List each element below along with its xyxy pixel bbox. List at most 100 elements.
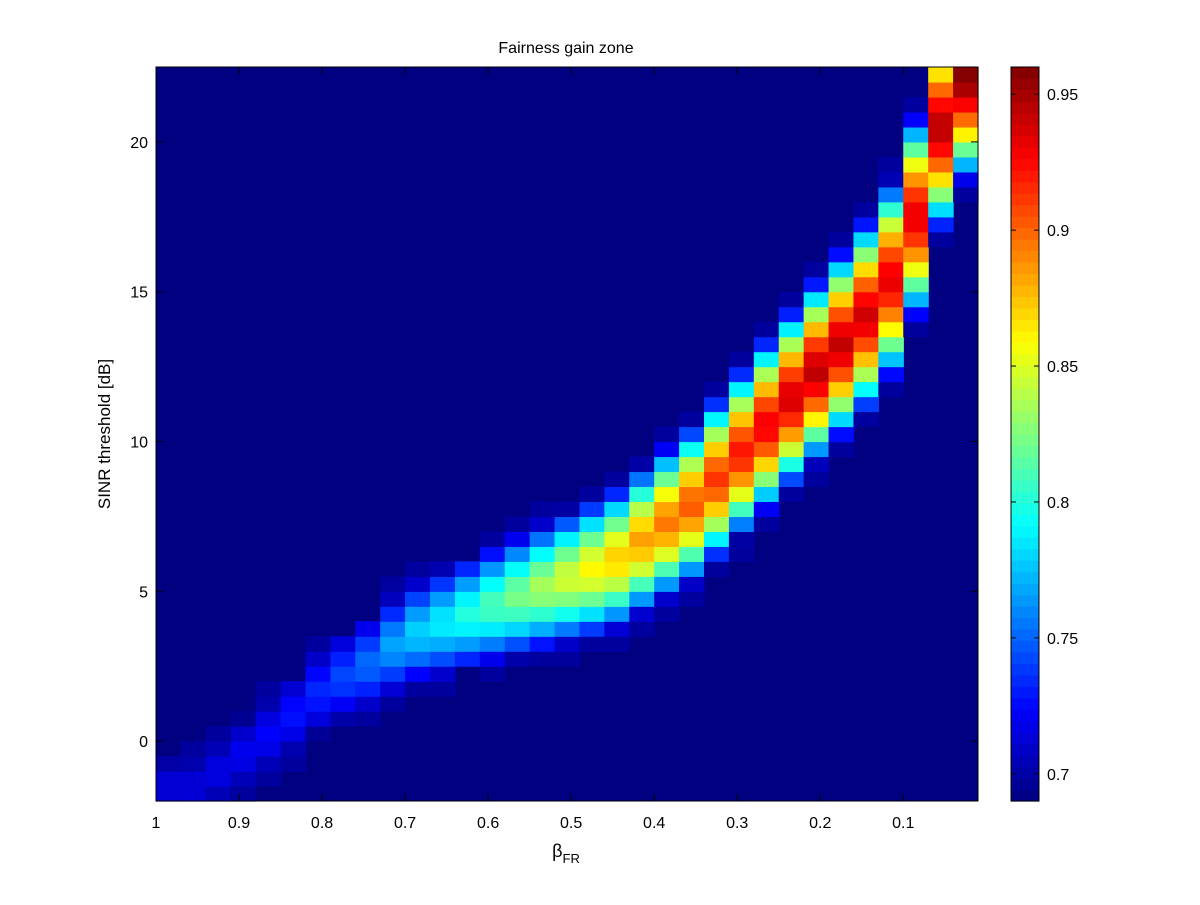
colorbar-tick-label: 0.85 xyxy=(1047,359,1078,376)
colorbar-segment xyxy=(1011,548,1039,561)
colorbar-segment xyxy=(1011,376,1039,389)
heatmap-cell xyxy=(828,381,855,398)
colorbar-tick-label: 0.7 xyxy=(1047,767,1069,784)
colorbar-segment xyxy=(1011,468,1039,481)
heatmap-cell xyxy=(679,441,705,458)
heatmap-cell xyxy=(604,486,630,503)
heatmap-cell xyxy=(629,531,655,547)
heatmap-cell xyxy=(430,561,456,577)
heatmap-cell xyxy=(878,201,904,218)
heatmap-cell xyxy=(579,636,605,652)
heatmap-cell xyxy=(679,516,705,532)
heatmap-cell xyxy=(878,291,904,308)
heatmap-cell xyxy=(280,681,307,697)
heatmap-cell xyxy=(878,216,904,233)
heatmap-cell xyxy=(803,351,830,368)
heatmap-cell xyxy=(454,561,481,577)
heatmap-cell xyxy=(878,381,904,398)
heatmap-cell xyxy=(180,771,207,787)
x-tick-label: 1 xyxy=(152,815,161,832)
heatmap-cell xyxy=(853,366,879,383)
heatmap-cell xyxy=(803,306,830,323)
heatmap-cell xyxy=(205,786,232,802)
heatmap-cell xyxy=(753,351,780,368)
heatmap-cell xyxy=(878,366,904,383)
heatmap-cell xyxy=(529,531,556,547)
heatmap-cell xyxy=(903,96,929,113)
heatmap-cell xyxy=(629,606,655,622)
heatmap-cell xyxy=(380,696,406,712)
heatmap-cell xyxy=(529,516,556,532)
heatmap-cell xyxy=(504,651,531,667)
colorbar-segment xyxy=(1011,181,1039,194)
heatmap-cell xyxy=(878,246,904,263)
heatmap-cell xyxy=(778,456,805,473)
heatmap-cell xyxy=(405,561,431,577)
heatmap-cell xyxy=(953,141,979,158)
heatmap-cell xyxy=(629,576,655,592)
heatmap-cell xyxy=(828,306,855,323)
heatmap-cell xyxy=(828,291,855,308)
heatmap-cell xyxy=(928,231,954,248)
heatmap-cell xyxy=(903,216,929,233)
x-tick-label: 0.5 xyxy=(560,815,582,832)
heatmap-cell xyxy=(454,651,481,667)
heatmap-cell xyxy=(878,171,904,188)
colorbar-tick-label: 0.8 xyxy=(1047,495,1069,512)
heatmap-cell xyxy=(504,606,531,622)
heatmap-cell xyxy=(629,621,655,637)
colorbar-segment xyxy=(1011,479,1039,492)
heatmap-cell xyxy=(828,426,855,443)
heatmap-cell xyxy=(479,561,506,577)
heatmap-cell xyxy=(629,486,655,503)
heatmap-cell xyxy=(928,171,954,188)
heatmap-cell xyxy=(928,96,954,113)
heatmap-cell xyxy=(853,291,879,308)
heatmap-cell xyxy=(330,666,356,682)
heatmap-cell xyxy=(828,441,855,458)
heatmap-cell xyxy=(903,246,929,263)
heatmap-cell xyxy=(654,531,680,547)
heatmap-cell xyxy=(778,381,805,398)
colorbar-tick-label: 0.9 xyxy=(1047,223,1069,240)
heatmap-cell xyxy=(405,621,431,637)
heatmap-cell xyxy=(380,636,406,652)
heatmap-cell xyxy=(604,471,630,488)
heatmap-cell xyxy=(803,426,830,443)
heatmap-cell xyxy=(853,261,879,278)
colorbar-segment xyxy=(1011,227,1039,240)
heatmap-cell xyxy=(753,366,780,383)
heatmap-cell xyxy=(728,441,755,458)
heatmap-cell xyxy=(654,471,680,488)
heatmap-cell xyxy=(454,606,481,622)
heatmap-cell xyxy=(529,621,556,637)
colorbar-segment xyxy=(1011,514,1039,527)
heatmap-cell xyxy=(704,561,730,577)
y-tick-label: 10 xyxy=(130,434,148,451)
heatmap-cell xyxy=(479,666,506,682)
colorbar-segment xyxy=(1011,445,1039,458)
heatmap-cell xyxy=(479,651,506,667)
heatmap-cell xyxy=(654,561,680,577)
colorbar-segment xyxy=(1011,697,1039,710)
heatmap-cell xyxy=(529,591,556,607)
heatmap-cell xyxy=(504,546,531,562)
colorbar-segment xyxy=(1011,89,1039,103)
heatmap-cell xyxy=(778,426,805,443)
heatmap-cell xyxy=(430,681,456,697)
heatmap-cell xyxy=(704,546,730,562)
heatmap-cell xyxy=(579,516,605,532)
heatmap-cell xyxy=(903,186,929,203)
heatmap-cell xyxy=(853,276,879,293)
colorbar-segment xyxy=(1011,78,1039,91)
heatmap-cell xyxy=(604,621,630,637)
heatmap-cell xyxy=(604,606,630,622)
heatmap-cell xyxy=(878,156,904,173)
heatmap-cell xyxy=(330,636,356,652)
heatmap-cell xyxy=(953,111,979,128)
plot-frame xyxy=(155,66,979,802)
heatmap-cell xyxy=(604,516,630,532)
colorbar-segment xyxy=(1011,124,1039,137)
heatmap-cell xyxy=(878,186,904,203)
